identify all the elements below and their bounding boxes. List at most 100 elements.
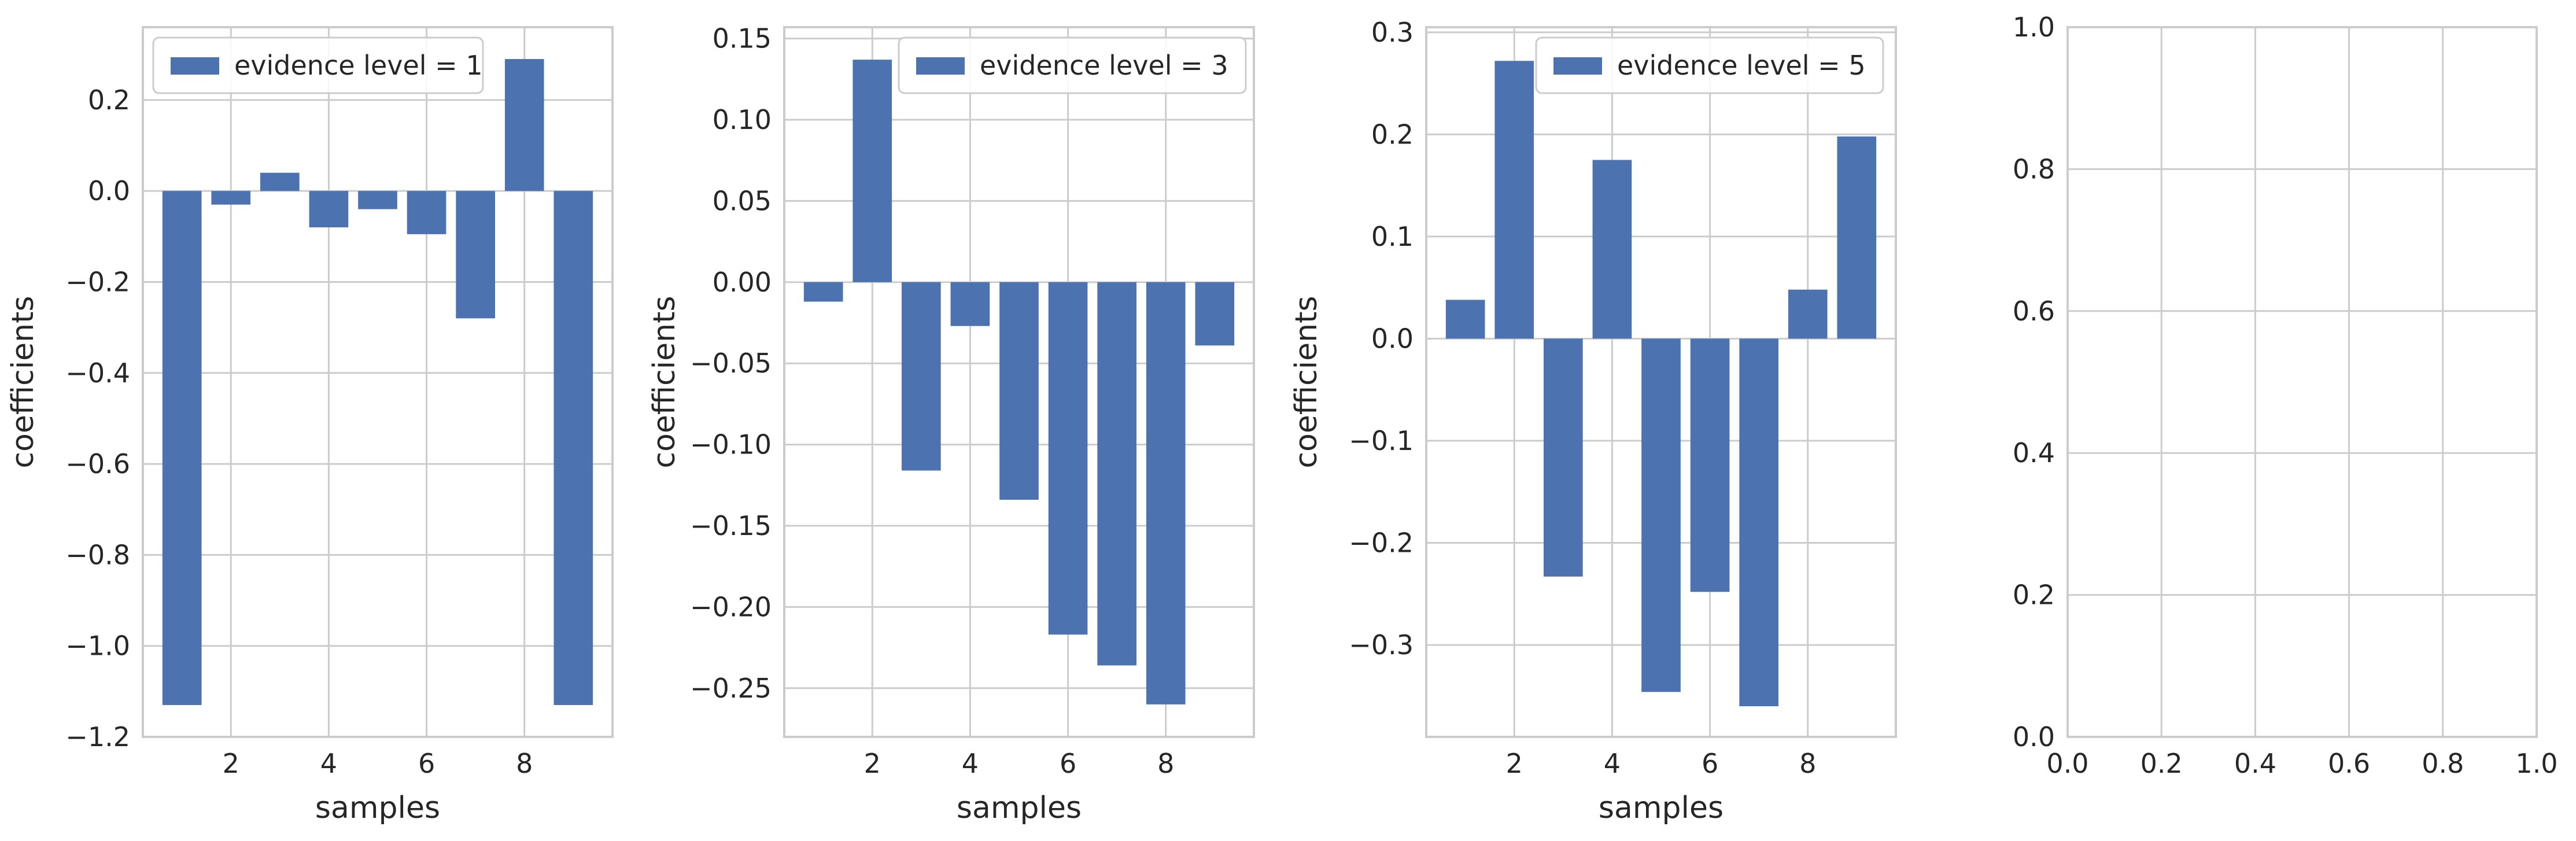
y-tick-label: 0.8 [2013, 153, 2055, 185]
y-tick-label: −0.8 [65, 539, 130, 570]
bar-sample-3 [902, 282, 941, 471]
y-tick-label: −1.2 [65, 721, 130, 753]
x-tick-label: 2 [864, 748, 881, 779]
y-axis-label: coefficients [647, 296, 682, 468]
bar-sample-9 [553, 191, 593, 705]
bar-sample-5 [358, 191, 397, 209]
y-tick-label: 0.2 [2013, 580, 2055, 611]
y-tick-label: −0.6 [65, 448, 130, 479]
y-tick-label: 0.4 [2013, 437, 2055, 469]
x-tick-label: 0.0 [2046, 748, 2088, 779]
x-tick-label: 1.0 [2515, 748, 2557, 779]
x-tick-label: 0.6 [2328, 748, 2370, 779]
y-tick-label: −1.0 [65, 630, 130, 662]
y-tick-label: 1.0 [2013, 12, 2055, 43]
y-tick-label: −0.2 [65, 266, 130, 297]
bar-sample-2 [1494, 61, 1534, 339]
legend: evidence level = 3 [898, 36, 1247, 94]
y-tick-label: −0.15 [690, 510, 772, 541]
x-tick-label: 2 [1506, 748, 1523, 779]
x-tick-label: 8 [1157, 748, 1174, 779]
bar-sample-6 [407, 191, 446, 234]
bar-sample-6 [1690, 338, 1730, 592]
x-tick-label: 0.2 [2140, 748, 2183, 779]
y-tick-label: 0.15 [713, 23, 772, 54]
legend-swatch [171, 57, 219, 75]
legend-label: evidence level = 3 [980, 50, 1228, 81]
y-axis-label: coefficients [6, 296, 40, 468]
y-tick-label: 0.00 [713, 267, 772, 298]
x-axis-label: samples [957, 791, 1082, 825]
axes-frame [1425, 26, 1897, 738]
chart-panel-2: 2 4 6 8 −0.25 −0.20 −0.15 −0.10 −0.05 0.00 0.05 0.1… [647, 23, 1255, 825]
x-tick-label: 6 [418, 748, 435, 779]
legend: evidence level = 5 [1535, 36, 1884, 94]
legend-box [152, 36, 484, 94]
bar-sample-2 [852, 60, 892, 282]
x-tick-label: 2 [223, 748, 239, 779]
bar-sample-2 [211, 191, 251, 205]
bar-sample-3 [1544, 338, 1583, 577]
y-axis-label: coefficients [1289, 296, 1324, 468]
legend-swatch [916, 57, 965, 75]
y-tick-label: −0.25 [690, 673, 772, 704]
y-tick-label: −0.05 [690, 348, 772, 379]
legend-swatch [1553, 57, 1602, 75]
bar-sample-7 [1739, 338, 1778, 707]
y-tick-label: 0.05 [713, 185, 772, 216]
bar-sample-5 [999, 282, 1039, 500]
chart-panel-1: 2 4 6 8 −1.2 −1.0 −0.8 −0.6 −0.4 −0.2 0.0 0.2 sample… [6, 26, 614, 825]
x-tick-label: 6 [1702, 748, 1718, 779]
y-tick-label: 0.1 [1371, 221, 1414, 252]
bar-sample-8 [1788, 289, 1828, 339]
y-tick-label: −0.4 [65, 357, 130, 389]
x-tick-label: 6 [1060, 748, 1076, 779]
x-tick-label: 4 [1604, 748, 1621, 779]
chart-panel-3: 2 4 6 8 −0.3 −0.2 −0.1 0.0 0.1 0.2 0.3 samples coeff… [1289, 17, 1897, 825]
bar-sample-4 [950, 282, 990, 326]
x-tick-label: 4 [320, 748, 337, 779]
y-tick-label: 0.2 [1371, 119, 1414, 150]
y-tick-label: −0.3 [1349, 629, 1414, 661]
bar-sample-3 [260, 172, 300, 191]
y-tick-label: 0.0 [1371, 323, 1414, 354]
legend-box [1535, 36, 1884, 94]
bar-sample-4 [1592, 160, 1632, 339]
x-axis-label: samples [1599, 791, 1724, 825]
bar-sample-6 [1048, 282, 1088, 635]
y-tick-label: 0.0 [2013, 721, 2055, 753]
x-tick-label: 4 [962, 748, 979, 779]
bar-sample-1 [803, 282, 843, 302]
y-tick-label: −0.20 [690, 591, 772, 622]
axes-frame [2066, 26, 2538, 738]
legend-box [898, 36, 1247, 94]
x-tick-label: 0.8 [2422, 748, 2464, 779]
bar-sample-8 [1146, 282, 1186, 704]
bar-sample-9 [1195, 282, 1235, 346]
bar-sample-8 [504, 59, 544, 191]
chart-panel-4: 0.0 0.2 0.4 0.6 0.8 1.0 0.0 0.2 0.4 0.6 0.8 1.0 [2013, 12, 2558, 779]
y-tick-label: 0.6 [2013, 296, 2055, 327]
y-tick-label: 0.3 [1371, 17, 1414, 48]
y-tick-label: 0.0 [88, 175, 130, 206]
legend-label: evidence level = 1 [234, 50, 483, 81]
bar-sample-9 [1837, 136, 1877, 339]
x-tick-label: 8 [516, 748, 533, 779]
axes-frame [783, 26, 1255, 738]
y-tick-label: 0.10 [713, 104, 772, 135]
legend: evidence level = 1 [152, 36, 484, 94]
y-tick-label: 0.2 [88, 84, 130, 116]
x-tick-label: 8 [1799, 748, 1816, 779]
bar-sample-1 [1445, 300, 1485, 339]
y-tick-label: −0.2 [1349, 528, 1414, 559]
legend-label: evidence level = 5 [1617, 50, 1866, 81]
y-tick-label: −0.10 [690, 429, 772, 460]
x-tick-label: 0.4 [2234, 748, 2276, 779]
bar-sample-1 [162, 191, 202, 705]
axes-frame [142, 26, 614, 738]
bar-sample-4 [309, 191, 349, 228]
bar-sample-5 [1641, 338, 1681, 692]
y-tick-label: −0.1 [1349, 425, 1414, 456]
